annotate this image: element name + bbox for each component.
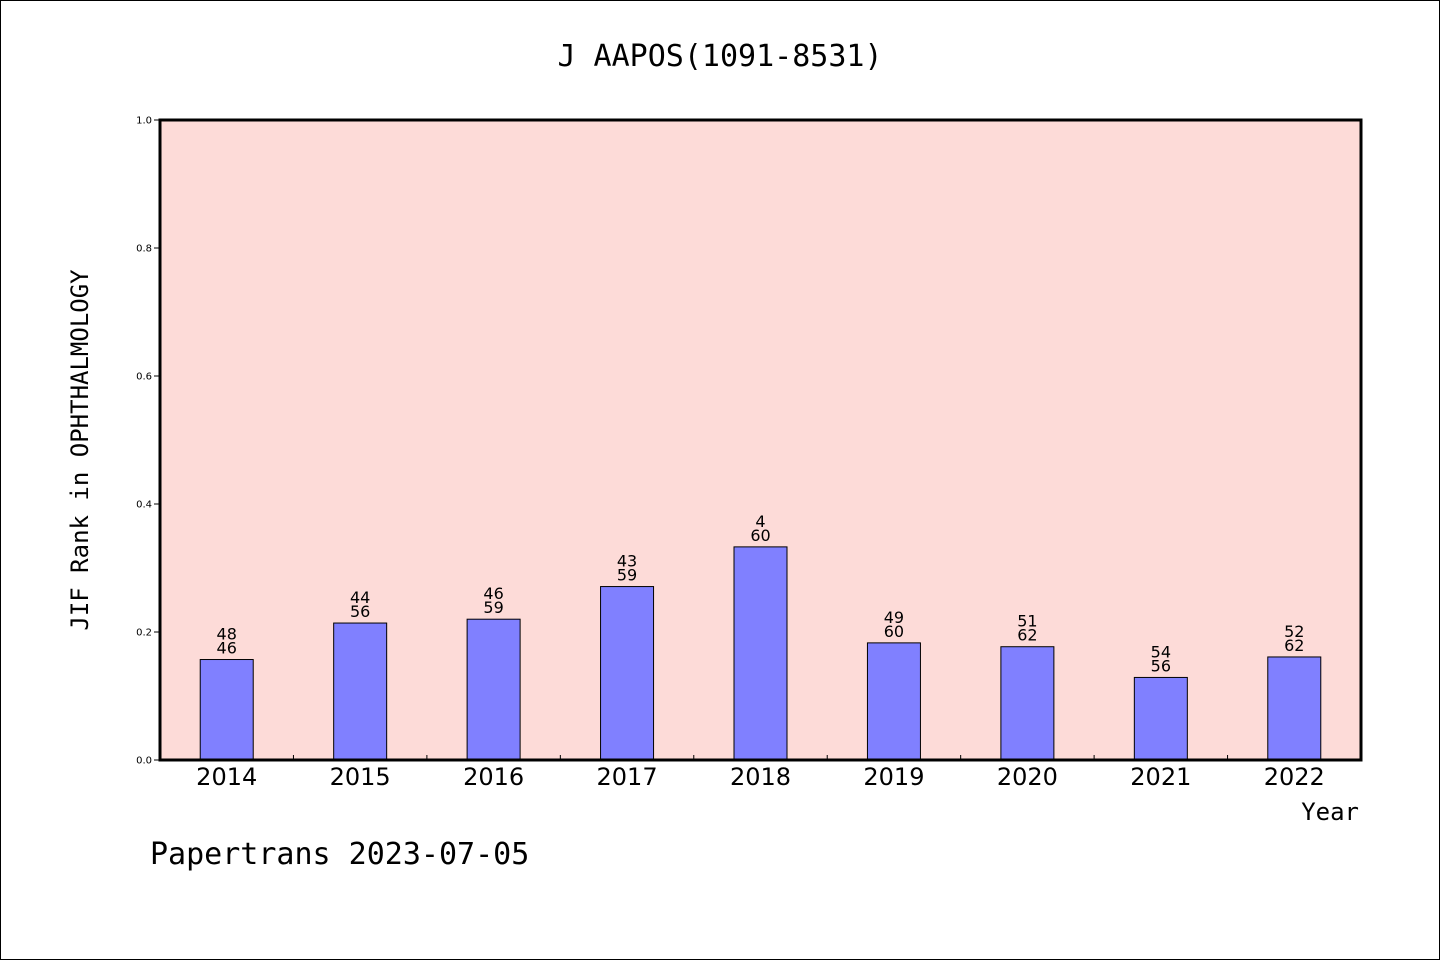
bar-label-bottom: 56 <box>350 602 370 621</box>
bar-label-top: 48 <box>217 625 237 644</box>
bar-label-bottom: 46 <box>217 639 237 658</box>
bar-label-bottom: 62 <box>1017 626 1037 645</box>
bar-label-top: 4 <box>755 512 765 531</box>
y-tick-label: 0.6 <box>136 372 152 383</box>
bar-label-bottom: 56 <box>1151 656 1171 675</box>
y-axis-title: JIF Rank in OPHTHALMOLOGY <box>66 269 94 631</box>
bar-2022 <box>1267 656 1322 761</box>
bar-2021 <box>1133 676 1188 761</box>
bar-2017 <box>600 586 655 761</box>
x-axis-title: Year <box>1301 798 1359 826</box>
x-tick-label: 2017 <box>597 763 658 791</box>
bar-label-top: 43 <box>617 552 637 571</box>
bar-2019 <box>866 642 921 761</box>
x-tick-label: 2015 <box>330 763 391 791</box>
x-tick-label: 2021 <box>1130 763 1191 791</box>
y-tick-label: 1.0 <box>136 116 152 127</box>
bar-label-top: 44 <box>350 588 370 607</box>
x-axis: 2014 2015 2016 2017 2018 2019 2020 2021 2022 <box>196 755 1325 791</box>
bar-label-top: 54 <box>1151 642 1171 661</box>
x-tick-label: 2022 <box>1264 763 1325 791</box>
bar-label-top: 52 <box>1284 622 1304 641</box>
plot-border <box>158 118 1363 762</box>
bar-label-bottom: 60 <box>750 526 770 545</box>
y-tick-label: 0.2 <box>136 628 152 639</box>
bar-label-bottom: 62 <box>1284 636 1304 655</box>
bar-2018 <box>733 546 788 761</box>
x-tick-label: 2019 <box>863 763 924 791</box>
y-axis: 0.0 0.2 0.4 0.6 0.8 1.0 <box>136 116 160 767</box>
bar-label-bottom: 60 <box>884 622 904 641</box>
bar-label-top: 51 <box>1017 612 1037 631</box>
y-tick-label: 0.4 <box>136 500 152 511</box>
x-tick-label: 2020 <box>997 763 1058 791</box>
y-tick-label: 0.0 <box>136 756 152 767</box>
bar-label-top: 49 <box>884 608 904 627</box>
y-tick-label: 0.8 <box>136 244 152 255</box>
bar-2016 <box>466 618 521 761</box>
x-tick-label: 2018 <box>730 763 791 791</box>
chart-title: J AAPOS(1091-8531) <box>557 39 882 74</box>
bar-2020 <box>1000 646 1055 761</box>
bar-2014 <box>199 659 254 761</box>
footer-text: Papertrans 2023-07-05 <box>150 837 529 872</box>
x-tick-label: 2016 <box>463 763 524 791</box>
bar-label-bottom: 59 <box>483 598 503 617</box>
bar-label-bottom: 59 <box>617 566 637 585</box>
x-tick-label: 2014 <box>196 763 257 791</box>
bar-label-top: 46 <box>483 584 503 603</box>
bar-2015 <box>333 622 388 761</box>
